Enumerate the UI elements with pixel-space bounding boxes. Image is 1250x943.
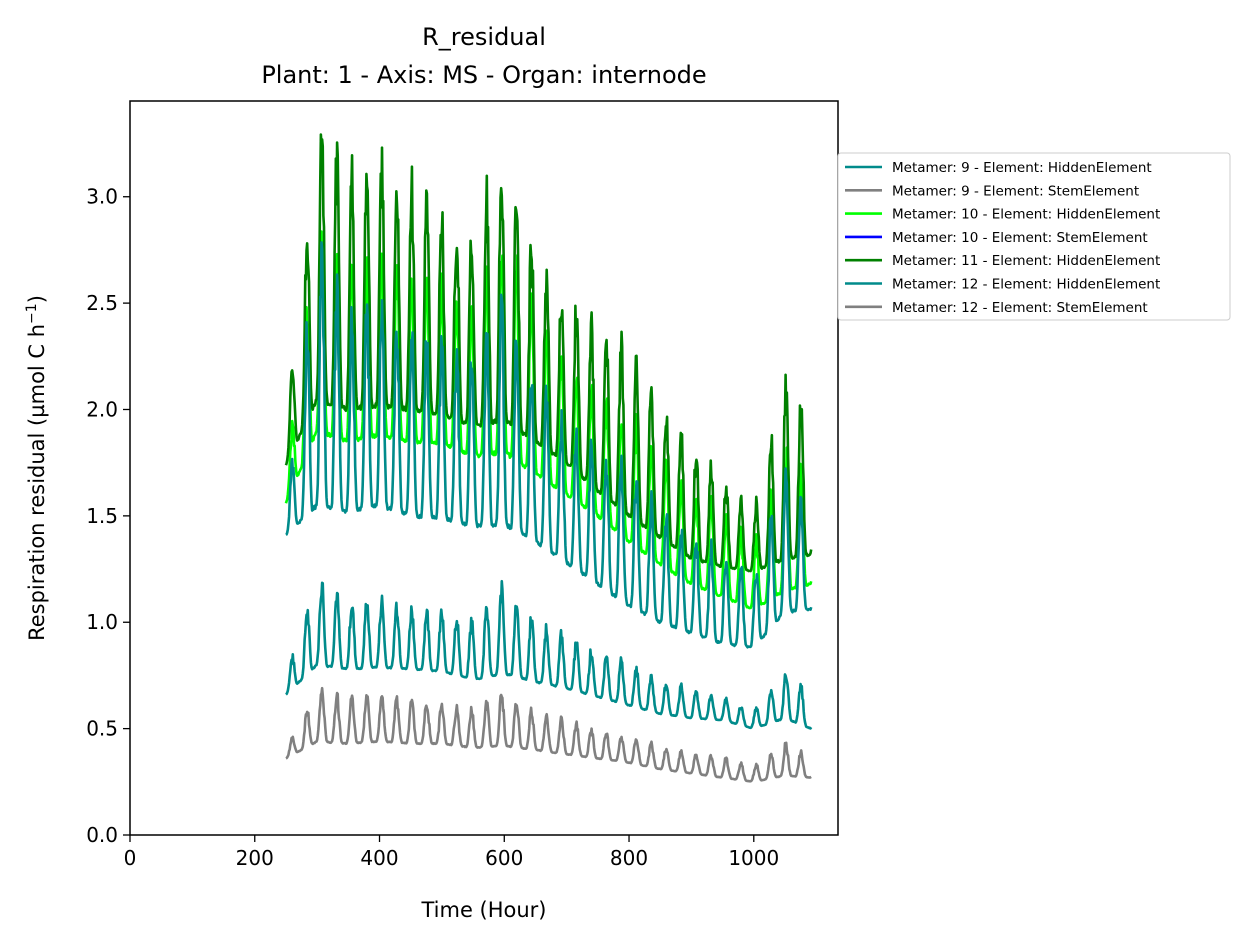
x-tick-label: 1000 [728, 846, 779, 870]
x-axis-label: Time (Hour) [420, 898, 546, 922]
chart-title: R_residual [422, 23, 546, 51]
y-axis-label-end: ) [25, 295, 49, 303]
legend: Metamer: 9 - Element: HiddenElement Metam… [837, 152, 1231, 321]
series-line [285, 241, 813, 649]
legend-entry: Metamer: 10 - Element: StemElement [892, 230, 1148, 246]
y-tick-label: 3.0 [86, 185, 118, 209]
x-tick-label: 600 [485, 846, 523, 870]
legend-entry: Metamer: 9 - Element: HiddenElement [892, 160, 1152, 176]
x-tick-label: 400 [360, 846, 398, 870]
x-tick-label: 200 [236, 846, 274, 870]
y-tick-label: 0.0 [86, 823, 118, 847]
series-line [285, 579, 813, 730]
y-axis-label-sup: −1 [24, 303, 40, 324]
y-axis-label: Respiration residual (µmol C h−1) [24, 295, 49, 641]
y-tick-label: 1.5 [86, 504, 118, 528]
y-axis-label-main: Respiration residual (µmol C h [25, 324, 49, 641]
series-line [285, 686, 812, 783]
x-tick-label: 800 [610, 846, 648, 870]
series-layer [284, 133, 813, 783]
series-line [284, 133, 813, 573]
y-axis: 0.0 0.5 1.0 1.5 2.0 2.5 3.0 [86, 185, 130, 847]
plot-frame [129, 100, 839, 836]
legend-entry: Metamer: 12 - Element: HiddenElement [892, 277, 1160, 293]
y-tick-label: 1.0 [86, 610, 118, 634]
x-axis: 0 200 400 600 800 1000 [124, 835, 779, 870]
legend-entry: Metamer: 10 - Element: HiddenElement [892, 207, 1160, 223]
legend-entry: Metamer: 9 - Element: StemElement [892, 183, 1139, 199]
chart-subtitle: Plant: 1 - Axis: MS - Organ: internode [261, 61, 706, 89]
x-tick-label: 0 [124, 846, 137, 870]
legend-entry: Metamer: 11 - Element: HiddenElement [892, 253, 1160, 269]
y-tick-label: 2.0 [86, 397, 118, 421]
legend-frame [837, 152, 1231, 321]
legend-entry: Metamer: 12 - Element: StemElement [892, 300, 1148, 316]
y-tick-label: 2.5 [86, 291, 118, 315]
y-tick-label: 0.5 [86, 717, 118, 741]
